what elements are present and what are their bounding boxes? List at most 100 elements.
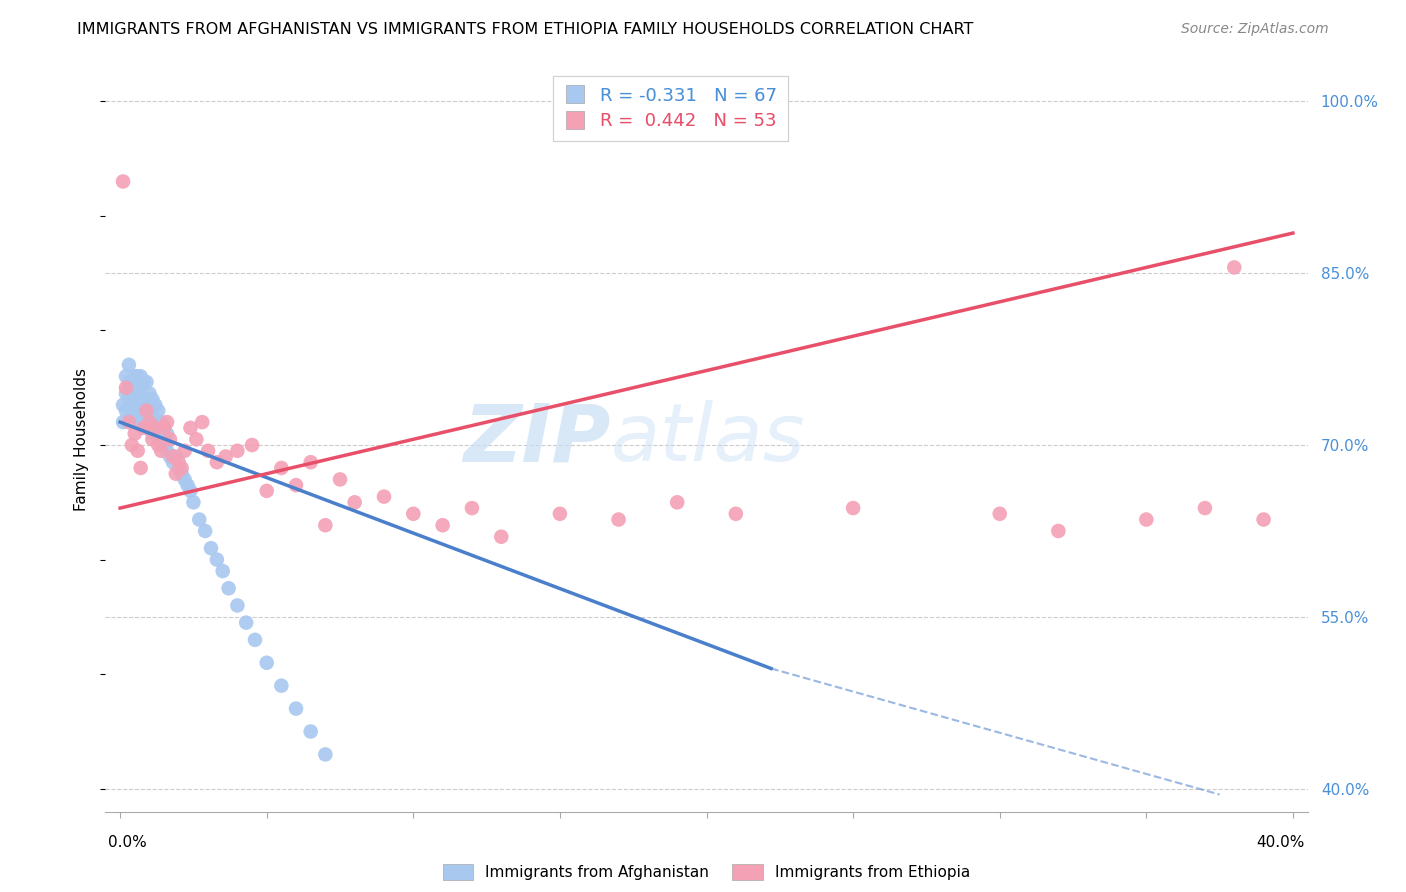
Point xyxy=(165,450,187,464)
Point xyxy=(159,450,181,464)
Point xyxy=(138,403,160,417)
Point xyxy=(156,415,179,429)
Point xyxy=(1223,260,1246,275)
Point xyxy=(153,438,176,452)
Point xyxy=(135,375,157,389)
Point xyxy=(162,450,184,464)
Point xyxy=(176,478,198,492)
Point xyxy=(179,421,201,435)
Point xyxy=(141,426,163,441)
Point xyxy=(167,461,190,475)
Point xyxy=(138,421,160,435)
Point xyxy=(724,507,747,521)
Point xyxy=(988,507,1011,521)
Point xyxy=(299,455,322,469)
Text: IMMIGRANTS FROM AFGHANISTAN VS IMMIGRANTS FROM ETHIOPIA FAMILY HOUSEHOLDS CORREL: IMMIGRANTS FROM AFGHANISTAN VS IMMIGRANT… xyxy=(77,22,974,37)
Point xyxy=(141,392,163,407)
Point xyxy=(124,375,146,389)
Point xyxy=(173,472,195,486)
Point xyxy=(165,467,187,481)
Point xyxy=(156,443,179,458)
Point xyxy=(432,518,454,533)
Point xyxy=(167,455,190,469)
Point xyxy=(218,582,240,596)
Text: Source: ZipAtlas.com: Source: ZipAtlas.com xyxy=(1181,22,1329,37)
Point xyxy=(235,615,257,630)
Point xyxy=(256,483,278,498)
Point xyxy=(118,392,141,407)
Point xyxy=(548,507,571,521)
Point xyxy=(170,467,193,481)
Point xyxy=(1135,512,1157,526)
Point xyxy=(159,433,181,447)
Point xyxy=(285,701,308,715)
Point xyxy=(127,386,149,401)
Point xyxy=(197,443,219,458)
Point xyxy=(226,443,249,458)
Point xyxy=(299,724,322,739)
Point xyxy=(1047,524,1070,538)
Point xyxy=(402,507,425,521)
Point xyxy=(150,433,173,447)
Point xyxy=(256,656,278,670)
Point xyxy=(148,403,170,417)
Point xyxy=(132,409,155,424)
Point xyxy=(129,369,152,384)
Point xyxy=(211,564,233,578)
Point xyxy=(179,483,201,498)
Point xyxy=(118,358,141,372)
Point xyxy=(461,501,484,516)
Point xyxy=(156,426,179,441)
Point xyxy=(129,398,152,412)
Point xyxy=(129,381,152,395)
Point xyxy=(343,495,366,509)
Point xyxy=(143,398,166,412)
Point xyxy=(314,518,336,533)
Point xyxy=(112,174,135,188)
Point xyxy=(150,443,173,458)
Point xyxy=(138,386,160,401)
Text: 40.0%: 40.0% xyxy=(1257,836,1305,850)
Point xyxy=(314,747,336,762)
Point xyxy=(112,398,135,412)
Point xyxy=(148,421,170,435)
Point xyxy=(118,375,141,389)
Point xyxy=(121,375,143,389)
Point xyxy=(162,455,184,469)
Text: atlas: atlas xyxy=(610,401,806,478)
Point xyxy=(270,679,292,693)
Point xyxy=(270,461,292,475)
Point xyxy=(141,409,163,424)
Point xyxy=(132,421,155,435)
Point xyxy=(200,541,222,556)
Point xyxy=(240,438,263,452)
Point xyxy=(135,409,157,424)
Point xyxy=(132,392,155,407)
Point xyxy=(214,450,236,464)
Point xyxy=(842,501,865,516)
Point xyxy=(153,421,176,435)
Point xyxy=(191,415,214,429)
Point xyxy=(607,512,630,526)
Point xyxy=(124,392,146,407)
Point xyxy=(205,552,228,566)
Point xyxy=(121,403,143,417)
Point xyxy=(226,599,249,613)
Point xyxy=(121,386,143,401)
Point xyxy=(127,403,149,417)
Point xyxy=(491,530,513,544)
Point xyxy=(153,421,176,435)
Point xyxy=(285,478,308,492)
Point xyxy=(129,415,152,429)
Point xyxy=(112,415,135,429)
Point xyxy=(143,415,166,429)
Point xyxy=(373,490,395,504)
Point xyxy=(124,426,146,441)
Text: 0.0%: 0.0% xyxy=(108,836,148,850)
Point xyxy=(1253,512,1275,526)
Point xyxy=(135,392,157,407)
Point xyxy=(141,433,163,447)
Y-axis label: Family Households: Family Households xyxy=(75,368,90,511)
Point xyxy=(1194,501,1216,516)
Point xyxy=(118,415,141,429)
